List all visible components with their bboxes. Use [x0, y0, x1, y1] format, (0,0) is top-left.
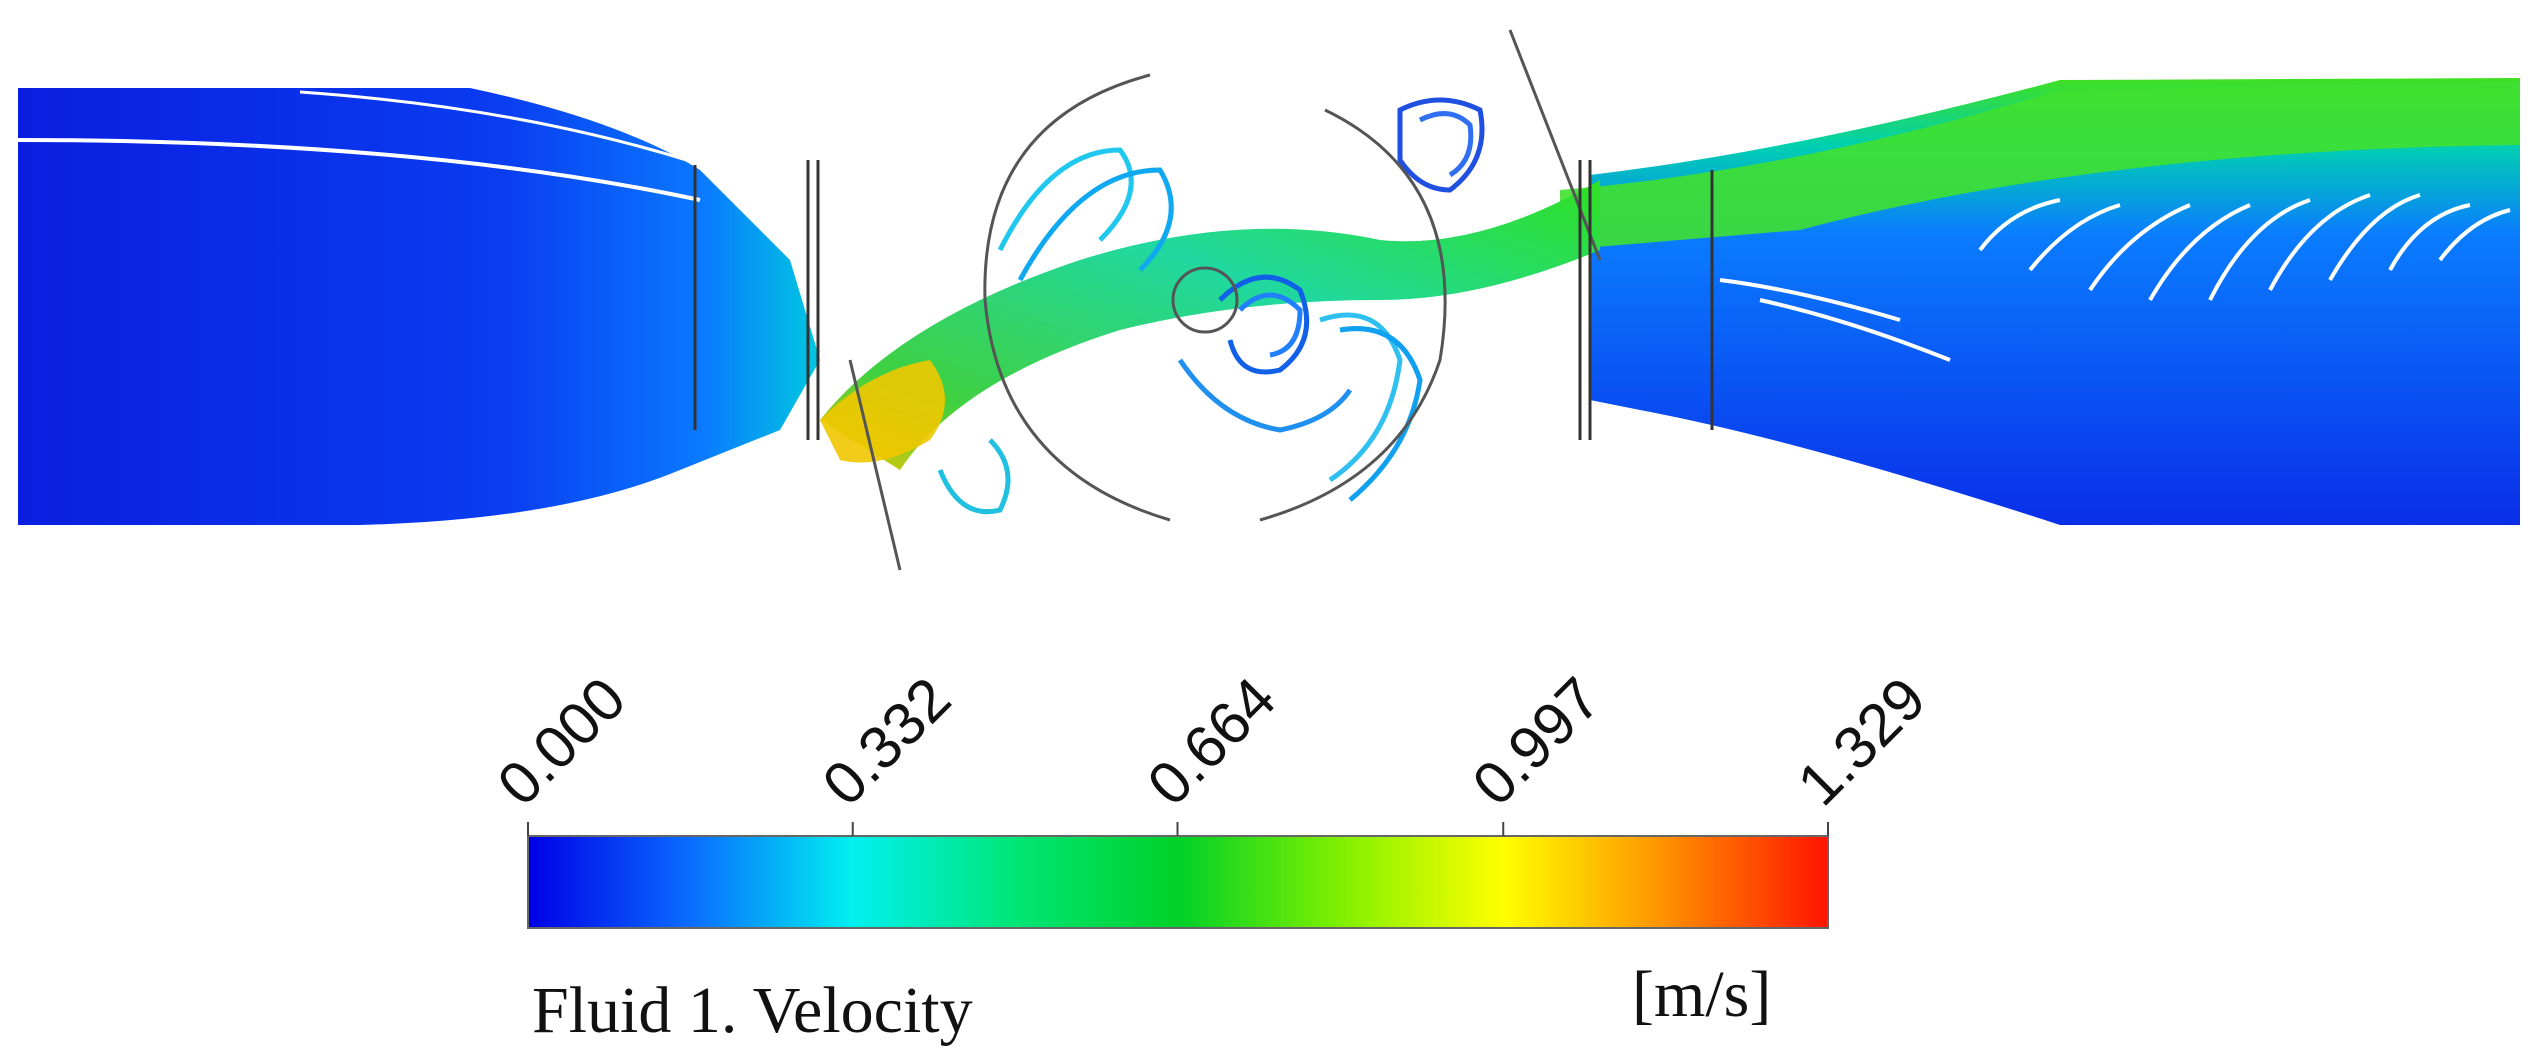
colorbar-ticks [527, 822, 1829, 836]
inlet-streak [17, 138, 701, 202]
valve-streamlines [937, 97, 1485, 515]
inlet-pipe [18, 88, 820, 525]
inlet-streak [299, 90, 761, 187]
flow-field [17, 29, 2520, 571]
colorbar-unit: [m/s] [1632, 958, 1772, 1031]
colorbar-title: Fluid 1. Velocity [532, 974, 973, 1047]
valve-jet-core [820, 360, 945, 463]
outlet-jet [1560, 82, 2520, 250]
outlet-streaks [1719, 193, 2511, 362]
valve-outline [848, 29, 1602, 571]
colorbar-gradient [527, 835, 1829, 929]
valve-jet [820, 180, 1600, 470]
section-lines [693, 160, 1714, 440]
